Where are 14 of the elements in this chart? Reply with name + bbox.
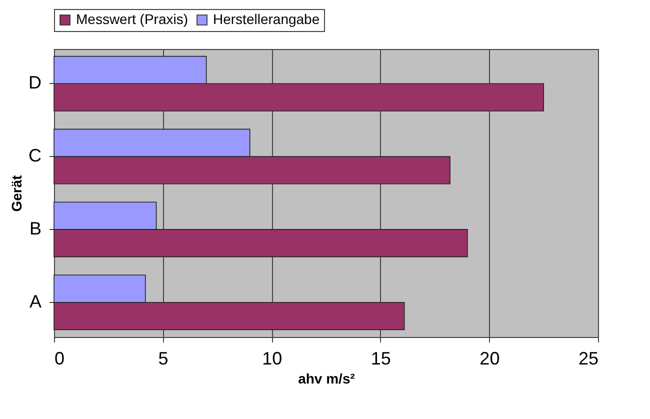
x-axis-title: ahv m/s²	[298, 370, 356, 386]
legend-label: Messwert (Praxis)	[76, 11, 188, 27]
y-axis-title: Gerät	[8, 174, 24, 212]
x-tick-label: 25	[578, 348, 598, 368]
y-tick-label: D	[28, 72, 42, 93]
x-tick-label: 15	[370, 348, 391, 368]
legend-label: Herstellerangabe	[213, 11, 320, 27]
y-tick-label: A	[29, 291, 42, 312]
x-tick-label: 20	[480, 348, 500, 368]
x-tick-label: 5	[158, 348, 168, 368]
x-tick-label: 10	[262, 348, 282, 368]
y-tick-label: C	[28, 146, 42, 166]
y-tick-label: B	[29, 218, 42, 238]
x-tick-label: 0	[54, 348, 65, 368]
